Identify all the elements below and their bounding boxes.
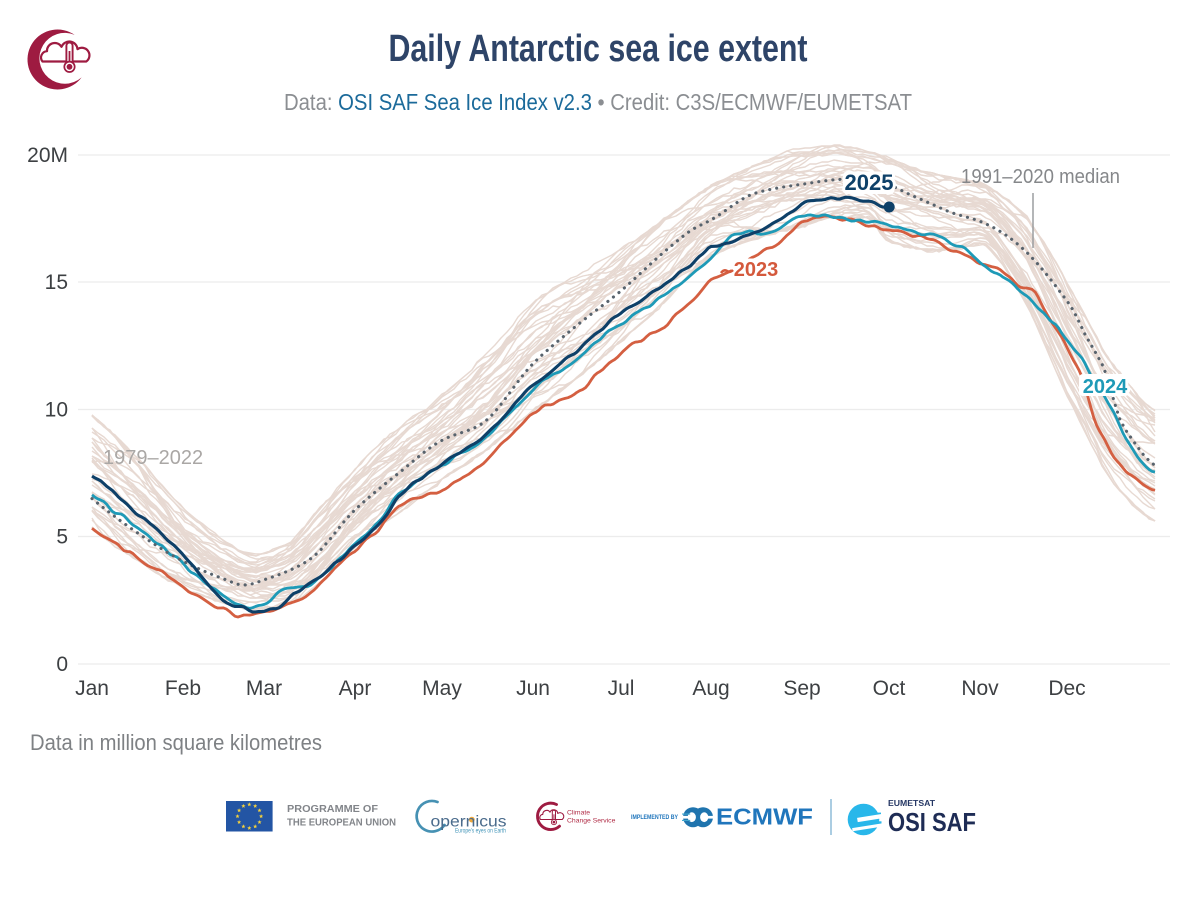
svg-text:Data in million square kilomet: Data in million square kilometres bbox=[30, 730, 322, 755]
svg-text:Feb: Feb bbox=[165, 677, 201, 700]
svg-text:5: 5 bbox=[56, 526, 68, 549]
svg-text:EUMETSAT: EUMETSAT bbox=[888, 798, 936, 808]
svg-text:Jun: Jun bbox=[516, 677, 550, 700]
svg-text:0: 0 bbox=[56, 653, 68, 676]
svg-text:10: 10 bbox=[45, 399, 68, 422]
svg-text:Mar: Mar bbox=[246, 677, 282, 700]
svg-text:Aug: Aug bbox=[692, 677, 729, 700]
svg-text:2024: 2024 bbox=[1083, 376, 1128, 398]
svg-text:IMPLEMENTED BY: IMPLEMENTED BY bbox=[631, 814, 678, 821]
svg-text:THE EUROPEAN UNION: THE EUROPEAN UNION bbox=[287, 818, 396, 829]
svg-text:Jan: Jan bbox=[75, 677, 109, 700]
svg-text:Nov: Nov bbox=[961, 677, 999, 700]
svg-text:1991–2020 median: 1991–2020 median bbox=[961, 166, 1120, 188]
svg-text:2025: 2025 bbox=[845, 170, 894, 195]
svg-text:Data: OSI SAF Sea Ice Index v2: Data: OSI SAF Sea Ice Index v2.3 • Credi… bbox=[284, 89, 912, 115]
svg-text:2023: 2023 bbox=[734, 259, 779, 281]
svg-text:1979–2022: 1979–2022 bbox=[103, 447, 203, 469]
svg-text:Daily Antarctic sea ice extent: Daily Antarctic sea ice extent bbox=[389, 28, 808, 70]
svg-text:15: 15 bbox=[45, 271, 68, 294]
svg-text:opernicus: opernicus bbox=[431, 814, 507, 831]
svg-text:May: May bbox=[422, 677, 462, 700]
svg-text:OSI SAF: OSI SAF bbox=[888, 807, 976, 837]
svg-text:Jul: Jul bbox=[608, 677, 635, 700]
svg-text:20M: 20M bbox=[27, 144, 68, 167]
svg-text:Europe's eyes on Earth: Europe's eyes on Earth bbox=[455, 827, 506, 834]
svg-text:ECMWF: ECMWF bbox=[716, 804, 813, 830]
svg-text:Climate: Climate bbox=[567, 810, 590, 817]
svg-text:Change Service: Change Service bbox=[567, 818, 616, 825]
svg-text:Dec: Dec bbox=[1048, 677, 1085, 700]
svg-text:Sep: Sep bbox=[783, 677, 820, 700]
svg-text:Oct: Oct bbox=[873, 677, 906, 700]
svg-text:PROGRAMME OF: PROGRAMME OF bbox=[287, 804, 378, 815]
svg-text:Apr: Apr bbox=[339, 677, 372, 700]
